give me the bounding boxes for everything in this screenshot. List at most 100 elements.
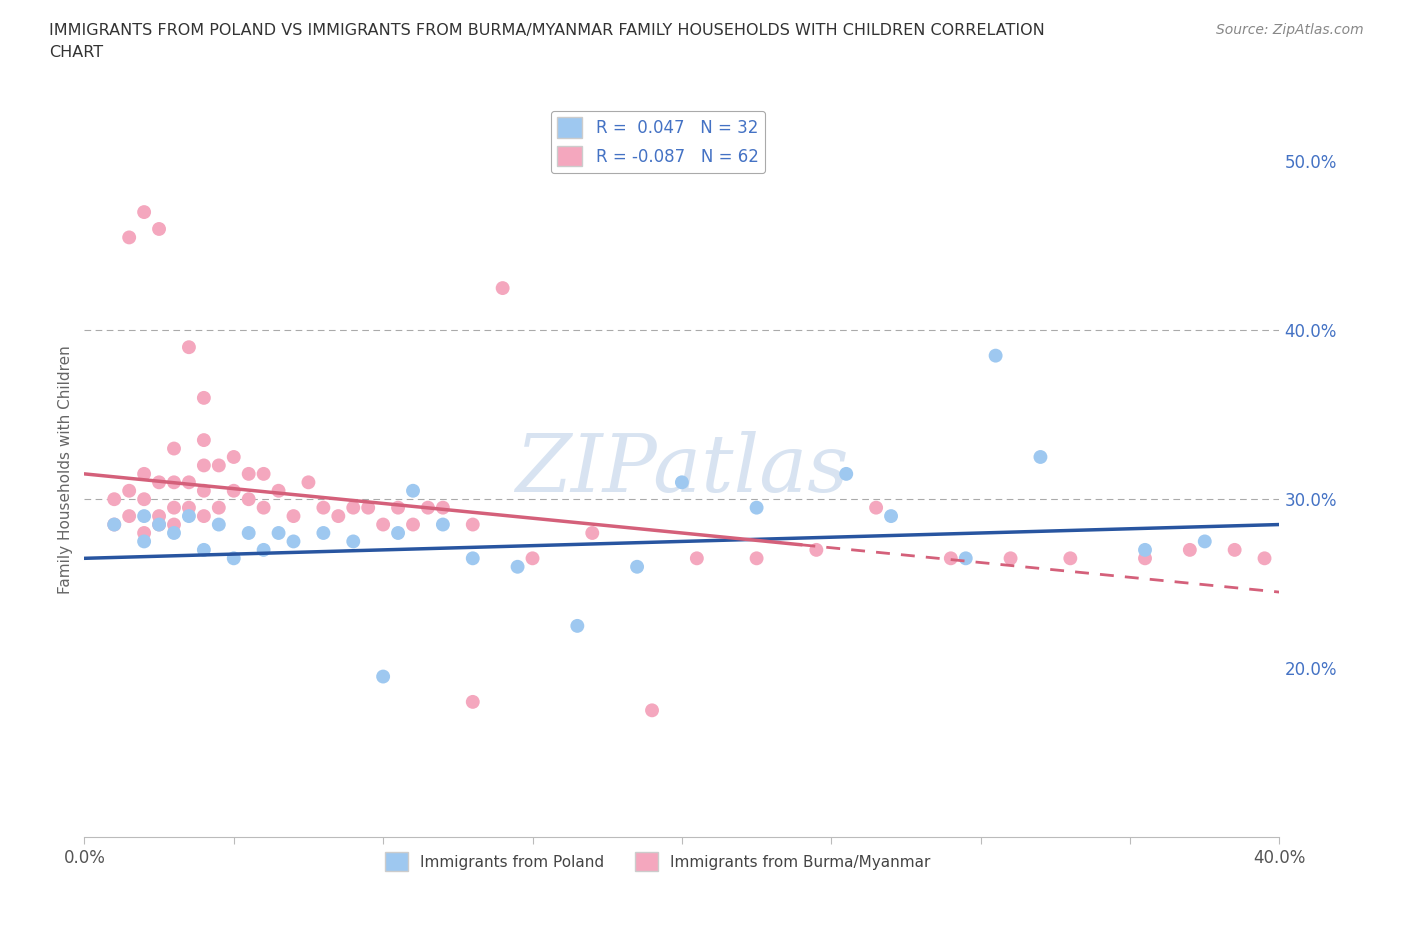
Point	[1133, 542, 1156, 557]
Point	[253, 542, 276, 557]
Text: CHART: CHART	[49, 45, 103, 60]
Point	[342, 534, 364, 549]
Point	[148, 475, 170, 490]
Point	[373, 517, 395, 532]
Legend: Immigrants from Poland, Immigrants from Burma/Myanmar: Immigrants from Poland, Immigrants from …	[380, 846, 936, 877]
Point	[193, 391, 215, 405]
Point	[865, 500, 887, 515]
Point	[222, 484, 245, 498]
Text: ZIPatlas: ZIPatlas	[515, 431, 849, 509]
Point	[312, 525, 335, 540]
Point	[103, 492, 125, 507]
Point	[297, 475, 319, 490]
Point	[1223, 542, 1246, 557]
Point	[222, 551, 245, 565]
Point	[222, 449, 245, 464]
Point	[163, 441, 186, 456]
Point	[193, 509, 215, 524]
Point	[387, 500, 409, 515]
Point	[267, 484, 290, 498]
Point	[132, 525, 156, 540]
Point	[132, 467, 156, 482]
Point	[835, 467, 858, 482]
Point	[253, 500, 276, 515]
Point	[506, 559, 529, 574]
Point	[1059, 551, 1081, 565]
Point	[955, 551, 977, 565]
Point	[686, 551, 709, 565]
Point	[283, 534, 305, 549]
Point	[745, 500, 768, 515]
Point	[208, 517, 231, 532]
Point	[193, 458, 215, 472]
Point	[103, 517, 125, 532]
Point	[581, 525, 603, 540]
Point	[1178, 542, 1201, 557]
Text: IMMIGRANTS FROM POLAND VS IMMIGRANTS FROM BURMA/MYANMAR FAMILY HOUSEHOLDS WITH C: IMMIGRANTS FROM POLAND VS IMMIGRANTS FRO…	[49, 23, 1045, 38]
Point	[118, 484, 141, 498]
Point	[432, 500, 454, 515]
Point	[432, 517, 454, 532]
Point	[148, 517, 170, 532]
Point	[163, 475, 186, 490]
Point	[461, 695, 484, 710]
Point	[671, 475, 693, 490]
Point	[148, 221, 170, 236]
Point	[522, 551, 544, 565]
Point	[492, 281, 515, 296]
Point	[416, 500, 439, 515]
Point	[193, 432, 215, 447]
Point	[132, 534, 156, 549]
Point	[132, 492, 156, 507]
Point	[267, 525, 290, 540]
Point	[402, 517, 425, 532]
Point	[238, 467, 260, 482]
Point	[342, 500, 364, 515]
Point	[253, 467, 276, 482]
Point	[238, 525, 260, 540]
Point	[177, 500, 200, 515]
Point	[567, 618, 589, 633]
Point	[238, 492, 260, 507]
Point	[163, 517, 186, 532]
Point	[1194, 534, 1216, 549]
Point	[208, 500, 231, 515]
Point	[402, 484, 425, 498]
Point	[163, 525, 186, 540]
Point	[148, 509, 170, 524]
Point	[132, 205, 156, 219]
Point	[1253, 551, 1275, 565]
Point	[177, 339, 200, 354]
Point	[880, 509, 903, 524]
Point	[461, 517, 484, 532]
Point	[177, 509, 200, 524]
Point	[103, 517, 125, 532]
Point	[357, 500, 380, 515]
Point	[1029, 449, 1052, 464]
Point	[641, 703, 664, 718]
Point	[939, 551, 962, 565]
Point	[1000, 551, 1022, 565]
Point	[806, 542, 828, 557]
Point	[118, 509, 141, 524]
Point	[208, 458, 231, 472]
Point	[387, 525, 409, 540]
Point	[745, 551, 768, 565]
Y-axis label: Family Households with Children: Family Households with Children	[58, 345, 73, 594]
Point	[984, 348, 1007, 363]
Point	[283, 509, 305, 524]
Point	[626, 559, 648, 574]
Point	[373, 669, 395, 684]
Point	[328, 509, 350, 524]
Point	[193, 484, 215, 498]
Text: Source: ZipAtlas.com: Source: ZipAtlas.com	[1216, 23, 1364, 37]
Point	[177, 475, 200, 490]
Point	[1133, 551, 1156, 565]
Point	[312, 500, 335, 515]
Point	[148, 517, 170, 532]
Point	[132, 509, 156, 524]
Point	[118, 230, 141, 245]
Point	[461, 551, 484, 565]
Point	[163, 500, 186, 515]
Point	[193, 542, 215, 557]
